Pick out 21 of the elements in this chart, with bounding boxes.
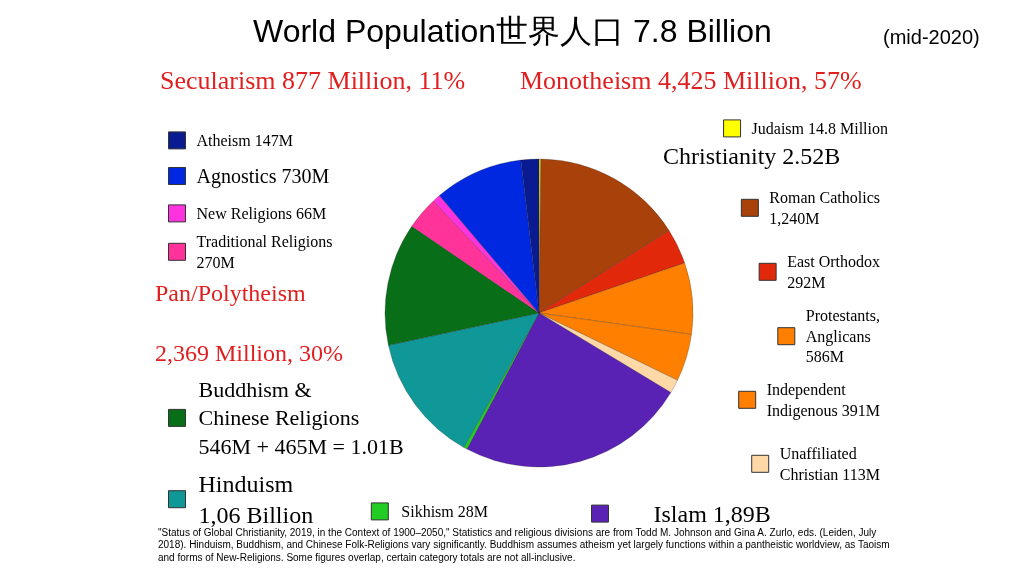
- text: "Status of Global Christianity, 2019, in the Context of 1900–2050," Statistics and religious divisions are from Todd M. Johnson and Gina A. Zurlo, eds. (Leiden, July 2018). Hinduism, Buddhism, and Chinese Folk-Religions vary significantly. Buddhism assumes atheism yet largely functions within a pantheistic worldview, as Taoism and forms of New-Religions. Some figures overlap, certain category totals are not all-inclusive.: [158, 526, 893, 563]
- text: (mid-2020): [883, 26, 980, 48]
- legend-label: Judaism 14.8 Million: [751, 119, 888, 137]
- legend-label: Buddhism & Chinese Religions 546M + 465M = 1.01B: [198, 376, 404, 459]
- legend-label: Islam 1,89B: [653, 500, 771, 527]
- text: Secularism 877 Million, 11%: [160, 65, 466, 95]
- legend-label: Roman Catholics 1,240M: [769, 188, 880, 227]
- text: Monotheism 4,425 Million, 57%: [520, 65, 862, 95]
- legend-label: Agnostics 730M: [196, 165, 330, 188]
- legend-label: New Religions 66M: [196, 204, 327, 223]
- text: Pan/Polytheism 2,369 Million, 30%: [155, 280, 344, 366]
- legend-label: Atheism 147M: [196, 131, 293, 149]
- legend-label: Independent Indigenous 391M: [766, 380, 880, 420]
- legend-label: Traditional Religions 270M: [196, 232, 333, 271]
- chart-title: World Population世界人口 7.8 Billion: [253, 13, 772, 49]
- text: Christianity 2.52B: [663, 143, 841, 169]
- legend-label: Hinduism 1,06 Billion: [198, 470, 314, 528]
- legend-label: East Orthodox 292M: [787, 252, 880, 291]
- legend-label: Unaffiliated Christian 113M: [779, 444, 880, 483]
- legend-label: Sikhism 28M: [401, 502, 488, 520]
- legend-label: Protestants, Anglicans 586M: [805, 306, 880, 366]
